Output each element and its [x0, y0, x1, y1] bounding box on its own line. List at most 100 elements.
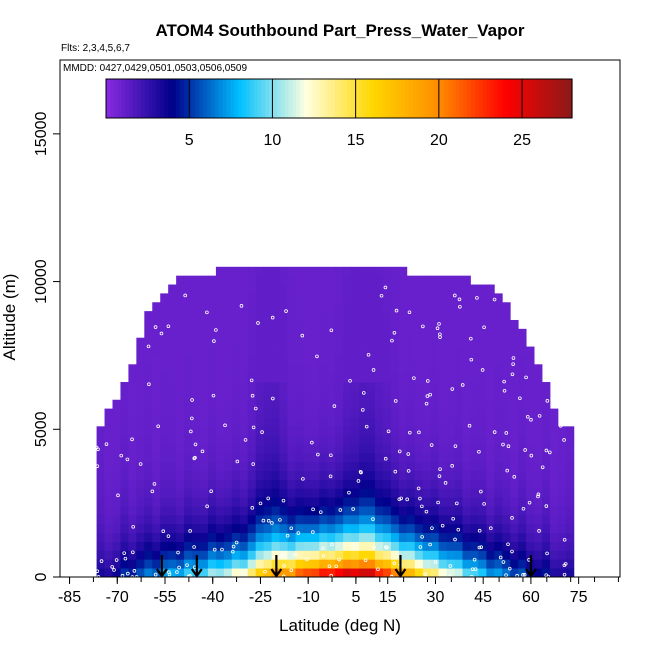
heatmap-cell [303, 559, 312, 569]
heatmap-cell [438, 346, 447, 356]
heatmap-cell [398, 275, 408, 285]
heatmap-cell [168, 408, 177, 418]
heatmap-cell [136, 550, 145, 560]
heatmap-cell [184, 311, 193, 321]
heatmap-cell [390, 479, 400, 489]
x-tick-label: 30 [427, 589, 445, 606]
heatmap-cell [271, 382, 280, 392]
heatmap-cell [327, 302, 336, 312]
heatmap-cell [144, 311, 153, 321]
heatmap-cell [279, 479, 288, 489]
heatmap-cell [263, 364, 272, 374]
heatmap-cell [542, 390, 551, 401]
heatmap-cell [565, 568, 575, 577]
heatmap-cell [486, 514, 495, 525]
heatmap-cell [144, 417, 153, 427]
y-tick-label: 0 [33, 572, 50, 581]
heatmap-cell [478, 550, 487, 560]
heatmap-cell [263, 399, 272, 410]
heatmap-cell [239, 497, 249, 507]
heatmap-cell [390, 506, 400, 516]
sample-point [185, 563, 189, 567]
heatmap-cell [207, 364, 217, 374]
heatmap-cell [494, 328, 503, 339]
heatmap-cell [534, 541, 543, 551]
heatmap-cell [223, 461, 233, 472]
heatmap-cell [422, 337, 432, 347]
heatmap-cell [239, 532, 249, 542]
heatmap-cell [327, 284, 336, 294]
heatmap-cell [295, 497, 304, 507]
heatmap-cell [382, 461, 392, 472]
heatmap-cell [438, 559, 447, 569]
heatmap-cell [263, 444, 272, 454]
heatmap-cell [390, 568, 400, 577]
heatmap-cell [343, 514, 352, 525]
heatmap-cell [351, 444, 360, 454]
heatmap-cell [200, 532, 209, 542]
heatmap-cell [215, 390, 225, 401]
colorbar-segment [323, 79, 328, 118]
colorbar-segment [560, 79, 565, 118]
colorbar-segment [257, 79, 262, 118]
heatmap-cell [398, 302, 408, 312]
heatmap-cell [359, 470, 368, 480]
colorbar-segment [179, 79, 185, 118]
heatmap-cell [470, 399, 479, 410]
heatmap-cell [343, 302, 352, 312]
heatmap-cell [96, 470, 105, 480]
heatmap-cell [136, 355, 145, 365]
heatmap-cell [279, 532, 288, 542]
heatmap-cell [223, 417, 233, 427]
heatmap-cell [128, 497, 137, 507]
heatmap-cell [271, 479, 280, 489]
heatmap-cell [470, 364, 479, 374]
sample-point [305, 557, 309, 562]
heatmap-cell [565, 444, 575, 454]
heatmap-cell [263, 541, 272, 551]
heatmap-cell [311, 373, 320, 383]
sample-point [436, 500, 440, 505]
heatmap-cell [430, 417, 440, 427]
heatmap-cell [200, 355, 209, 365]
heatmap-cell [176, 497, 185, 507]
heatmap-cell [168, 452, 177, 463]
heatmap-cell [287, 373, 296, 383]
heatmap-cell [359, 435, 368, 445]
sample-point [130, 437, 134, 442]
heatmap-cell [406, 417, 416, 427]
heatmap-cell [160, 488, 169, 498]
heatmap-cell [231, 311, 241, 321]
heatmap-cell [382, 408, 392, 418]
sample-point [110, 565, 115, 569]
heatmap-cell [200, 461, 209, 472]
heatmap-cell [382, 284, 392, 294]
heatmap-cell [359, 266, 368, 277]
sample-point [428, 542, 432, 547]
sample-point [521, 506, 526, 511]
heatmap-cell [375, 355, 384, 365]
heatmap-cell [526, 346, 535, 356]
x-tick-label: 60 [522, 589, 540, 606]
heatmap-cell [295, 550, 304, 560]
heatmap-cell [422, 559, 432, 569]
heatmap-cell [207, 532, 217, 542]
heatmap-cell [414, 337, 424, 347]
heatmap-cell [295, 452, 304, 463]
heatmap-cell [398, 444, 408, 454]
heatmap-cell [152, 311, 161, 321]
heatmap-cell [192, 514, 201, 525]
heatmap-cell [112, 479, 121, 489]
heatmap-cell [438, 541, 447, 551]
heatmap-cell [128, 479, 137, 489]
heatmap-cell [295, 541, 304, 551]
heatmap-cell [494, 559, 503, 569]
heatmap-cell [263, 550, 272, 560]
sample-point [214, 328, 218, 332]
heatmap-cell [136, 390, 145, 401]
sample-point [289, 568, 294, 573]
heatmap-cell [478, 426, 487, 436]
heatmap-cell [422, 311, 432, 321]
heatmap-cell [120, 541, 129, 551]
heatmap-cell [534, 373, 543, 383]
